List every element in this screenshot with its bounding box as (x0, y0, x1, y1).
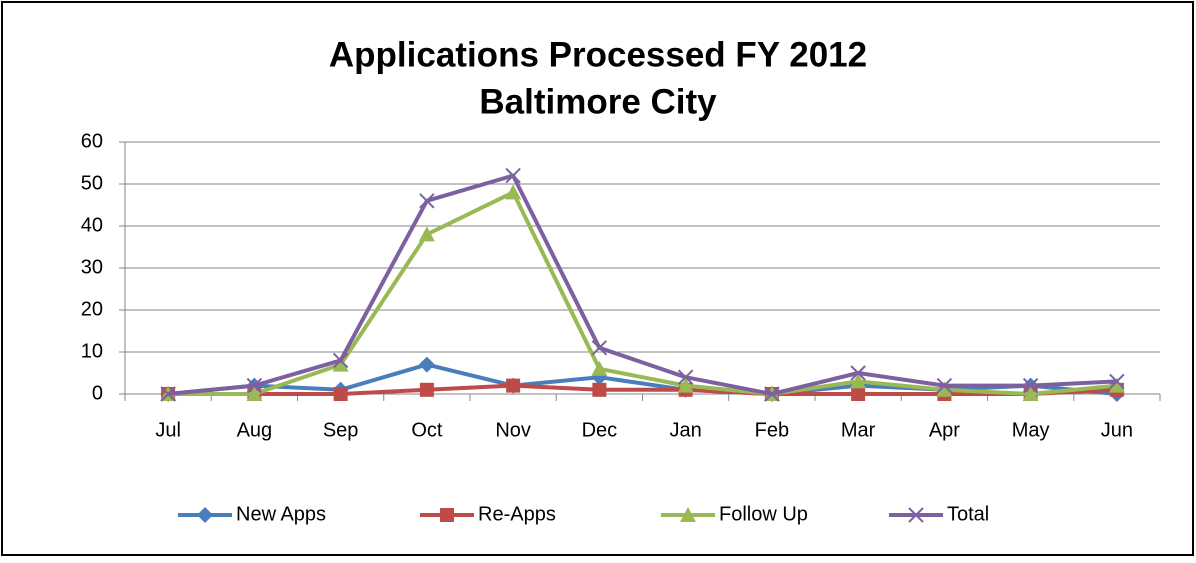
marker (505, 184, 522, 200)
marker (418, 356, 435, 373)
marker (1109, 373, 1125, 390)
marker (851, 387, 866, 401)
marker (160, 386, 176, 402)
y-tick-label: 20 (81, 298, 103, 320)
marker (1108, 377, 1125, 393)
marker (591, 340, 608, 356)
x-tick-label: May (1012, 419, 1050, 441)
x-tick-label: Oct (411, 419, 443, 441)
marker (332, 356, 349, 372)
marker (197, 507, 213, 523)
marker (850, 365, 866, 381)
marker (591, 360, 608, 376)
x-tick-label: Sep (323, 419, 359, 441)
marker (1022, 377, 1039, 394)
marker (332, 352, 349, 369)
legend-label: New Apps (236, 503, 326, 525)
marker (764, 386, 780, 402)
x-tick-label: Aug (237, 419, 273, 441)
marker (440, 508, 454, 522)
legend-label: Re-Apps (478, 503, 556, 525)
marker (418, 226, 435, 242)
x-tick-label: Jun (1101, 419, 1133, 441)
x-tick-label: Apr (929, 419, 960, 441)
legend-label: Follow Up (719, 503, 808, 525)
y-tick-label: 30 (81, 256, 103, 278)
marker (677, 377, 694, 393)
marker (419, 382, 434, 397)
x-tick-label: Jul (155, 419, 181, 441)
marker (680, 507, 696, 522)
marker (908, 507, 924, 523)
marker (505, 167, 521, 184)
marker (1022, 386, 1039, 401)
chart-title: Applications Processed FY 2012 (329, 35, 867, 74)
marker (419, 193, 435, 209)
x-tick-label: Nov (495, 419, 531, 441)
y-tick-label: 50 (81, 172, 103, 194)
x-tick-label: Mar (841, 419, 876, 441)
series-line (168, 190, 1118, 396)
y-tick-label: 60 (81, 130, 103, 152)
marker (936, 377, 953, 394)
series-line (167, 173, 1117, 396)
legend-label: Total (947, 503, 989, 525)
x-tick-label: Feb (755, 419, 789, 441)
marker (592, 382, 607, 397)
chart-subtitle: Baltimore City (479, 82, 717, 121)
marker (850, 373, 867, 389)
marker (246, 377, 263, 394)
y-tick-label: 0 (92, 382, 103, 404)
marker (936, 381, 953, 397)
x-tick-label: Jan (670, 419, 702, 441)
series-line (168, 383, 1117, 396)
marker (333, 387, 348, 401)
x-tick-label: Dec (582, 419, 618, 441)
y-tick-label: 40 (81, 214, 103, 236)
marker (246, 386, 263, 401)
y-tick-label: 10 (81, 340, 103, 362)
marker (677, 369, 694, 385)
marker (506, 378, 521, 393)
